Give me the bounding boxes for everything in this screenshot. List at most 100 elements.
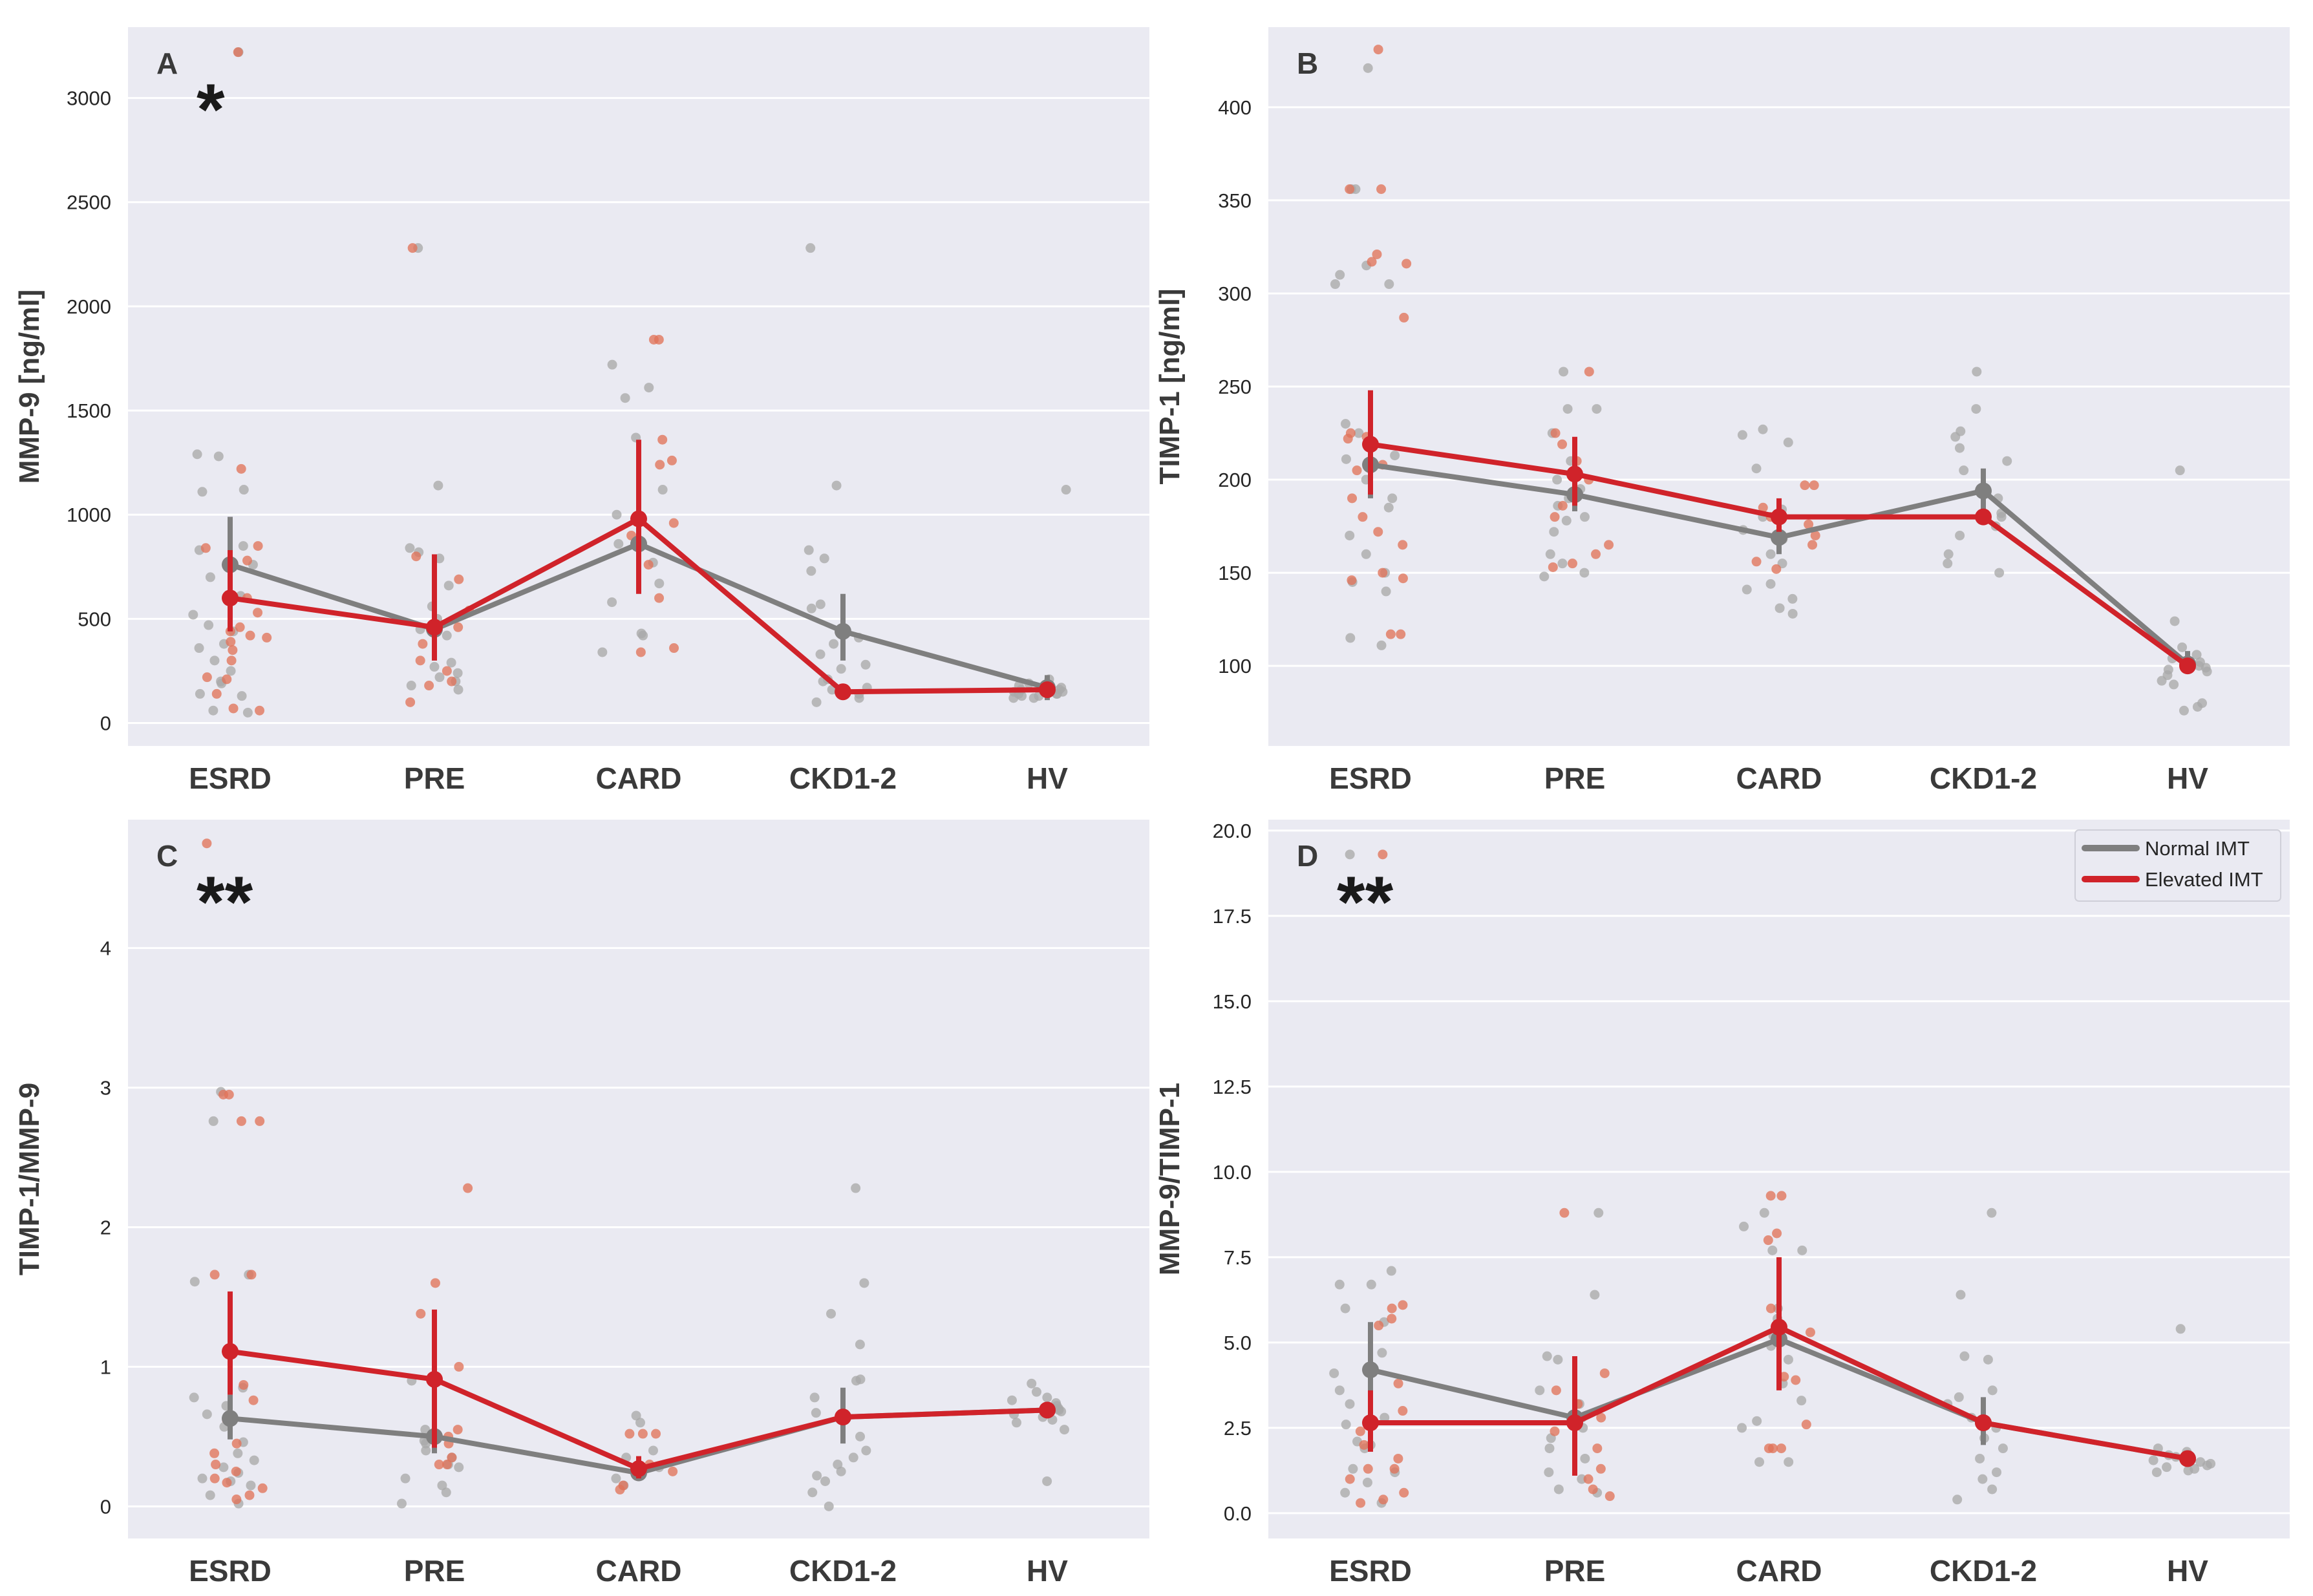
y-tick-label: 20.0 xyxy=(1213,820,1252,842)
x-category-label: PRE xyxy=(404,761,465,795)
normal-data-point xyxy=(836,664,846,674)
elevated-data-point xyxy=(1567,559,1577,569)
elevated-data-point xyxy=(1791,1375,1801,1385)
normal-data-point xyxy=(437,1480,447,1491)
normal-data-point xyxy=(1345,633,1356,643)
elevated-data-point xyxy=(1596,1412,1606,1423)
elevated-data-point xyxy=(222,674,232,685)
normal-data-point xyxy=(1348,1463,1358,1474)
normal-data-point xyxy=(1987,1484,1998,1495)
normal-data-point xyxy=(239,485,249,495)
normal-mean-marker xyxy=(1975,482,1992,500)
normal-data-point xyxy=(189,1277,200,1287)
y-tick-label: 15.0 xyxy=(1213,990,1252,1013)
normal-data-point xyxy=(855,1431,866,1442)
y-tick-label: 2 xyxy=(100,1216,111,1239)
elevated-data-point xyxy=(209,1448,220,1458)
elevated-data-point xyxy=(1551,1385,1561,1396)
normal-data-point xyxy=(1345,1399,1355,1409)
x-category-label: CKD1-2 xyxy=(789,1554,897,1588)
y-tick-label: 7.5 xyxy=(1224,1246,1252,1269)
elevated-data-point xyxy=(222,1478,232,1488)
normal-data-point xyxy=(1384,279,1394,290)
normal-data-point xyxy=(1042,1476,1052,1486)
panel-letter: C xyxy=(156,839,178,873)
normal-data-point xyxy=(1943,549,1954,559)
normal-mean-marker xyxy=(1362,1361,1379,1379)
normal-data-point xyxy=(1376,640,1387,650)
normal-data-point xyxy=(1775,603,1785,613)
y-tick-label: 2.5 xyxy=(1224,1417,1252,1440)
x-category-label: ESRD xyxy=(189,761,272,795)
normal-data-point xyxy=(1765,549,1776,559)
elevated-data-point xyxy=(228,703,239,714)
y-tick-label: 0.0 xyxy=(1224,1502,1252,1525)
elevated-data-point xyxy=(1559,1208,1570,1218)
x-category-label: CKD1-2 xyxy=(1930,761,2037,795)
normal-data-point xyxy=(226,666,236,676)
normal-data-point xyxy=(1998,1443,2008,1454)
elevated-data-point xyxy=(1398,573,1408,584)
elevated-data-point xyxy=(1776,1191,1787,1201)
elevated-mean-marker xyxy=(1039,1401,1056,1419)
x-category-label: HV xyxy=(2167,1554,2208,1588)
normal-data-point xyxy=(1577,1474,1587,1484)
normal-data-point xyxy=(597,647,608,657)
x-category-label: CKD1-2 xyxy=(789,761,897,795)
normal-data-point xyxy=(1056,1407,1067,1417)
normal-data-point xyxy=(1340,419,1350,429)
elevated-mean-marker xyxy=(835,683,851,701)
y-axis-title: TIMP-1/MMP-9 xyxy=(14,1083,45,1275)
elevated-data-point xyxy=(655,460,665,470)
normal-data-point xyxy=(429,662,440,672)
normal-data-point xyxy=(611,1473,621,1484)
normal-data-point xyxy=(1552,474,1562,485)
normal-data-point xyxy=(1029,693,1039,703)
plot-background xyxy=(128,27,1149,746)
normal-data-point xyxy=(815,649,826,659)
normal-data-point xyxy=(1758,424,1768,434)
normal-data-point xyxy=(648,1445,658,1456)
normal-data-point xyxy=(1943,559,1953,569)
elevated-data-point xyxy=(1588,1484,1598,1495)
elevated-data-point xyxy=(255,1116,265,1126)
elevated-mean-marker xyxy=(1771,1319,1787,1336)
elevated-data-point xyxy=(454,1361,464,1372)
normal-mean-marker xyxy=(1771,529,1787,546)
normal-data-point xyxy=(1996,512,2007,522)
normal-data-point xyxy=(2179,705,2189,716)
elevated-data-point xyxy=(1396,629,1406,639)
x-category-label: CARD xyxy=(1736,761,1822,795)
elevated-data-point xyxy=(430,1278,440,1288)
normal-data-point xyxy=(1797,1245,1807,1255)
normal-data-point xyxy=(2175,1324,2186,1334)
elevated-data-point xyxy=(1591,549,1601,559)
normal-data-point xyxy=(237,691,247,701)
elevated-data-point xyxy=(209,1473,220,1484)
normal-data-point xyxy=(453,668,463,678)
x-category-label: HV xyxy=(1027,1554,1068,1588)
elevated-data-point xyxy=(615,1484,625,1495)
elevated-data-point xyxy=(262,632,272,643)
normal-data-point xyxy=(824,1501,834,1511)
x-category-label: HV xyxy=(1027,761,1068,795)
elevated-data-point xyxy=(1779,1372,1789,1382)
elevated-data-point xyxy=(1398,540,1408,550)
elevated-data-point xyxy=(1387,1303,1397,1314)
y-tick-label: 300 xyxy=(1218,282,1252,305)
normal-data-point xyxy=(1559,367,1569,377)
normal-data-point xyxy=(819,553,829,564)
normal-data-point xyxy=(607,359,617,370)
y-tick-label: 200 xyxy=(1218,469,1252,491)
x-category-label: CKD1-2 xyxy=(1930,1554,2037,1588)
elevated-mean-marker xyxy=(222,590,239,607)
elevated-data-point xyxy=(233,47,243,58)
elevated-data-point xyxy=(253,608,263,618)
normal-data-point xyxy=(1553,1484,1564,1495)
normal-data-point xyxy=(644,383,654,393)
elevated-data-point xyxy=(1771,564,1782,574)
elevated-data-point xyxy=(202,672,212,683)
legend-normal-label: Normal IMT xyxy=(2145,837,2250,860)
elevated-data-point xyxy=(1356,1498,1366,1508)
elevated-data-point xyxy=(415,655,425,666)
